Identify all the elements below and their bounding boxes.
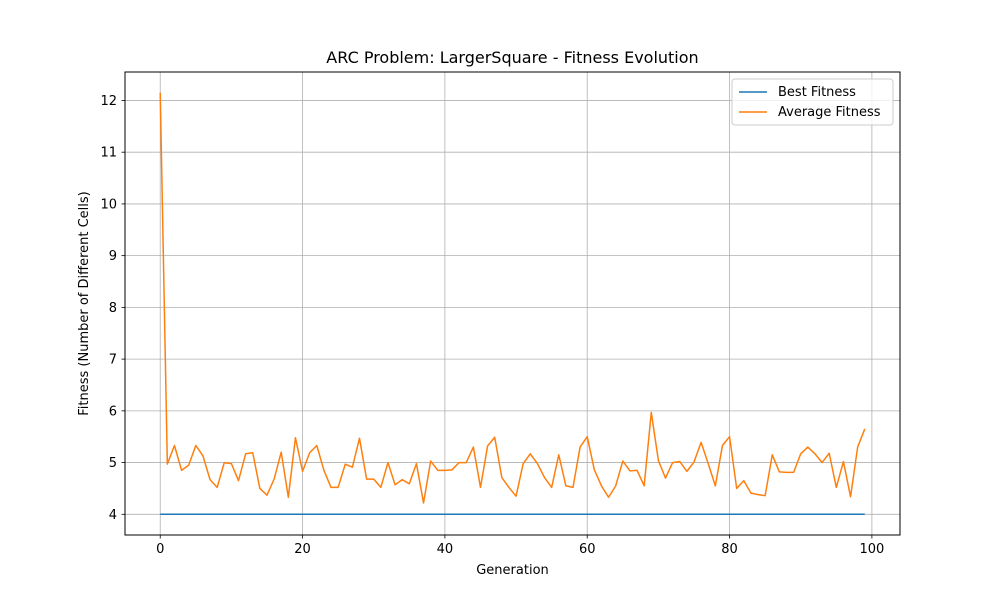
y-tick-label: 11 [100, 146, 117, 161]
y-tick-label: 6 [109, 404, 117, 419]
legend-box [731, 78, 894, 126]
y-tick-label: 5 [109, 456, 117, 471]
x-tick-label: 60 [579, 542, 596, 557]
x-tick-label: 40 [437, 542, 454, 557]
x-tick-label: 0 [156, 542, 164, 557]
x-tick-label: 20 [294, 542, 311, 557]
tick-layer: 0 20 40 60 80 100 4 5 6 7 8 9 10 11 12 [100, 94, 884, 557]
x-tick-label: 80 [721, 542, 738, 557]
x-axis-label: Generation [476, 563, 549, 578]
y-tick-label: 12 [100, 94, 117, 109]
plot-frame [124, 71, 901, 536]
legend: Best Fitness Average Fitness [731, 78, 894, 126]
y-tick-label: 8 [109, 301, 117, 316]
chart-title: ARC Problem: LargerSquare - Fitness Evol… [326, 48, 698, 67]
series-layer [159, 92, 866, 516]
y-tick-label: 7 [109, 353, 117, 368]
y-tick-label: 9 [109, 249, 117, 264]
legend-label-average-fitness: Average Fitness [778, 105, 881, 120]
y-axis-label: Fitness (Number of Different Cells) [77, 191, 92, 416]
series-line-average-fitness [159, 92, 866, 504]
y-tick-label: 10 [100, 197, 117, 212]
y-tick-label: 4 [109, 508, 117, 523]
x-tick-label: 100 [859, 542, 884, 557]
legend-label-best-fitness: Best Fitness [778, 85, 856, 100]
